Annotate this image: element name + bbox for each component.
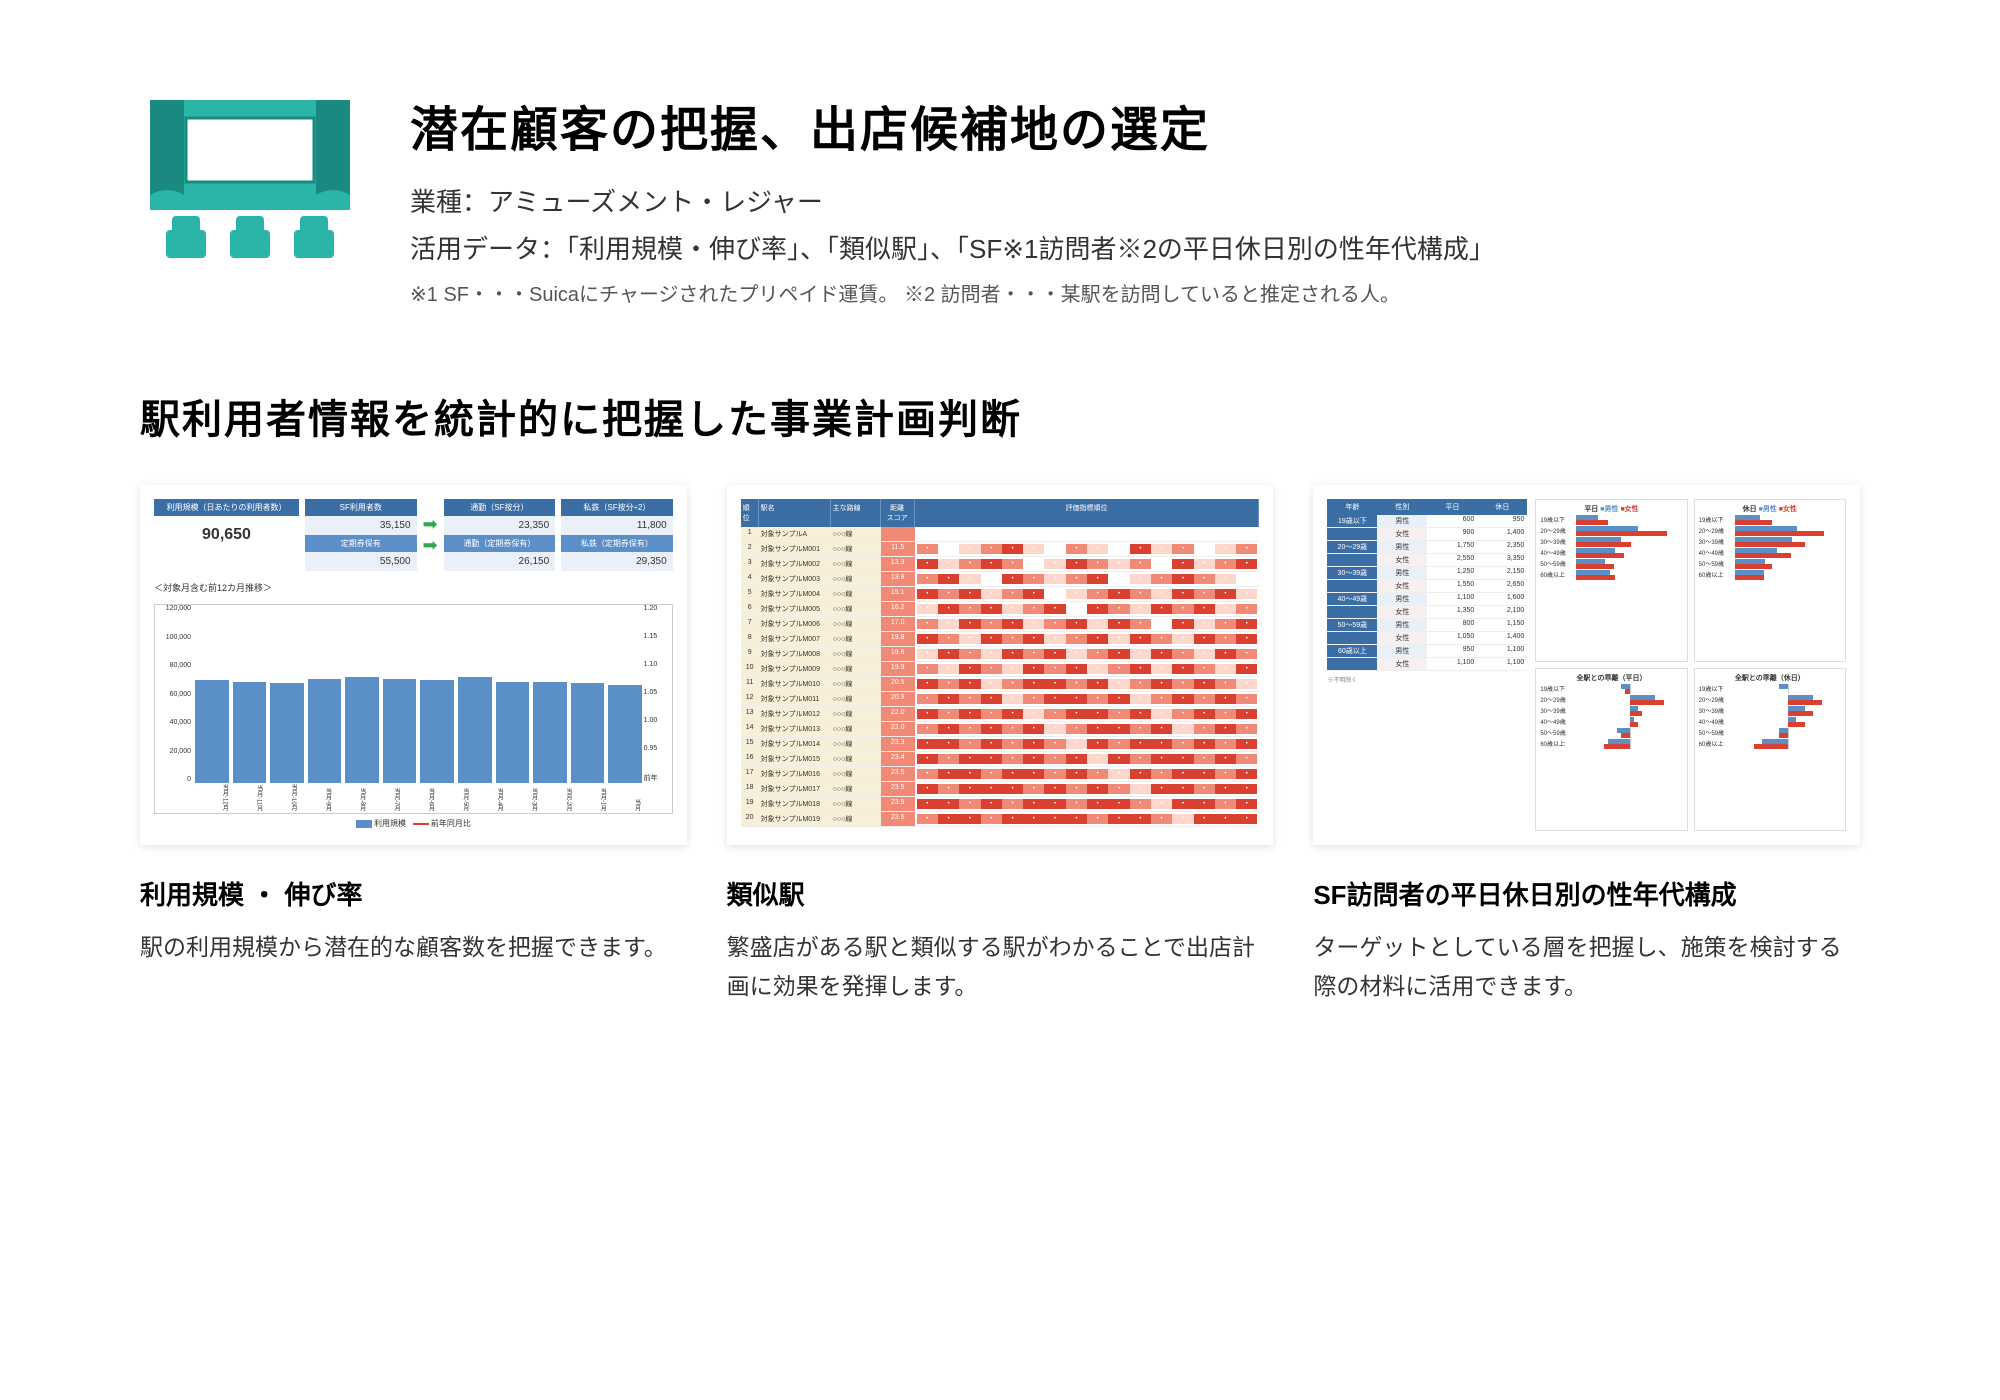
- header: 潜在顧客の把握、出店候補地の選定 業種：アミューズメント・レジャー 活用データ：…: [140, 90, 1860, 307]
- page-title: 潜在顧客の把握、出店候補地の選定: [410, 90, 1495, 160]
- card-similar-stations: 順位 駅名 主な路線 距離スコア 評価指標順位 1対象サンプルA○○○線2対象サ…: [727, 485, 1274, 1006]
- thumb-demographics: 年齢 性別 平日 休日 19歳以下男性600950女性9001,40020～29…: [1313, 485, 1860, 845]
- arrow-icon: ➡➡: [423, 514, 438, 556]
- t1-tt-label: 通勤（定期券保有）: [444, 535, 556, 552]
- t1-caption: ＜対象月含む前12カ月推移＞: [154, 581, 673, 594]
- header-text: 潜在顧客の把握、出店候補地の選定 業種：アミューズメント・レジャー 活用データ：…: [410, 90, 1495, 307]
- t1-sonota-label: 私鉄（SF按分÷2）: [561, 499, 673, 516]
- t3-table: 年齢 性別 平日 休日 19歳以下男性600950女性9001,40020～29…: [1327, 499, 1527, 831]
- t1-sf-value: 35,150: [305, 516, 417, 535]
- card-title: SF訪問者の平日休日別の性年代構成: [1313, 875, 1860, 912]
- t3-charts: 平日 ■男性 ■女性 19歳以下20～29歳30～39歳40～49歳50～59歳…: [1535, 499, 1846, 831]
- t1-st-label: 私鉄（定期券保有）: [561, 535, 673, 552]
- t1-tsukin-label: 通勤（SF按分）: [444, 499, 556, 516]
- card-desc: 繁盛店がある駅と類似する駅がわかることで出店計画に効果を発揮します。: [727, 928, 1274, 1006]
- t1-tt-value: 26,150: [444, 552, 556, 571]
- t1-teiki-value: 55,500: [305, 552, 417, 571]
- t2-header: 順位 駅名 主な路線 距離スコア 評価指標順位: [741, 499, 1260, 527]
- card-desc: ターゲットとしている層を把握し、施策を検討する際の材料に活用できます。: [1313, 928, 1860, 1006]
- card-usage-scale: 利用規模（日あたりの利用者数） 90,650 SF利用者数 35,150 定期券…: [140, 485, 687, 1006]
- t3-chart-dev-weekday: 全駅との乖離（平日） 19歳以下20～29歳30～39歳40～49歳50～59歳…: [1535, 668, 1687, 831]
- t1-teiki-label: 定期券保有: [305, 535, 417, 552]
- t1-main-label: 利用規模（日あたりの利用者数）: [154, 499, 299, 516]
- theater-icon: [140, 90, 360, 270]
- thumb-usage-chart: 利用規模（日あたりの利用者数） 90,650 SF利用者数 35,150 定期券…: [140, 485, 687, 845]
- t3-chart-weekday: 平日 ■男性 ■女性 19歳以下20～29歳30～39歳40～49歳50～59歳…: [1535, 499, 1687, 662]
- t1-main-value: 90,650: [154, 516, 299, 554]
- t3-footnote: ※不明除く: [1327, 675, 1527, 684]
- thumb-heatmap: 順位 駅名 主な路線 距離スコア 評価指標順位 1対象サンプルA○○○線2対象サ…: [727, 485, 1274, 845]
- cards-row: 利用規模（日あたりの利用者数） 90,650 SF利用者数 35,150 定期券…: [140, 485, 1860, 1006]
- t1-chart: 120,000100,00080,00060,00040,00020,0000 …: [154, 604, 673, 814]
- t3-chart-holiday: 休日 ■男性 ■女性 19歳以下20～29歳30～39歳40～49歳50～59歳…: [1694, 499, 1846, 662]
- card-title: 利用規模 ・ 伸び率: [140, 875, 687, 912]
- t3-chart-dev-holiday: 全駅との乖離（休日） 19歳以下20～29歳30～39歳40～49歳50～59歳…: [1694, 668, 1846, 831]
- card-desc: 駅の利用規模から潜在的な顧客数を把握できます。: [140, 928, 687, 967]
- t1-sf-label: SF利用者数: [305, 499, 417, 516]
- t1-sonota-value: 11,800: [561, 516, 673, 535]
- data-line: 活用データ：「利用規模・伸び率」、「類似駅」、「SF※1訪問者※2の平日休日別の…: [410, 229, 1495, 266]
- card-title: 類似駅: [727, 875, 1274, 912]
- card-demographics: 年齢 性別 平日 休日 19歳以下男性600950女性9001,40020～29…: [1313, 485, 1860, 1006]
- footnote: ※1 SF・・・Suicaにチャージされたプリペイド運賃。 ※2 訪問者・・・某…: [410, 278, 1495, 307]
- section-title: 駅利用者情報を統計的に把握した事業計画判断: [140, 387, 1860, 445]
- industry-line: 業種：アミューズメント・レジャー: [410, 182, 1495, 219]
- t1-tsukin-value: 23,350: [444, 516, 556, 535]
- t1-st-value: 29,350: [561, 552, 673, 571]
